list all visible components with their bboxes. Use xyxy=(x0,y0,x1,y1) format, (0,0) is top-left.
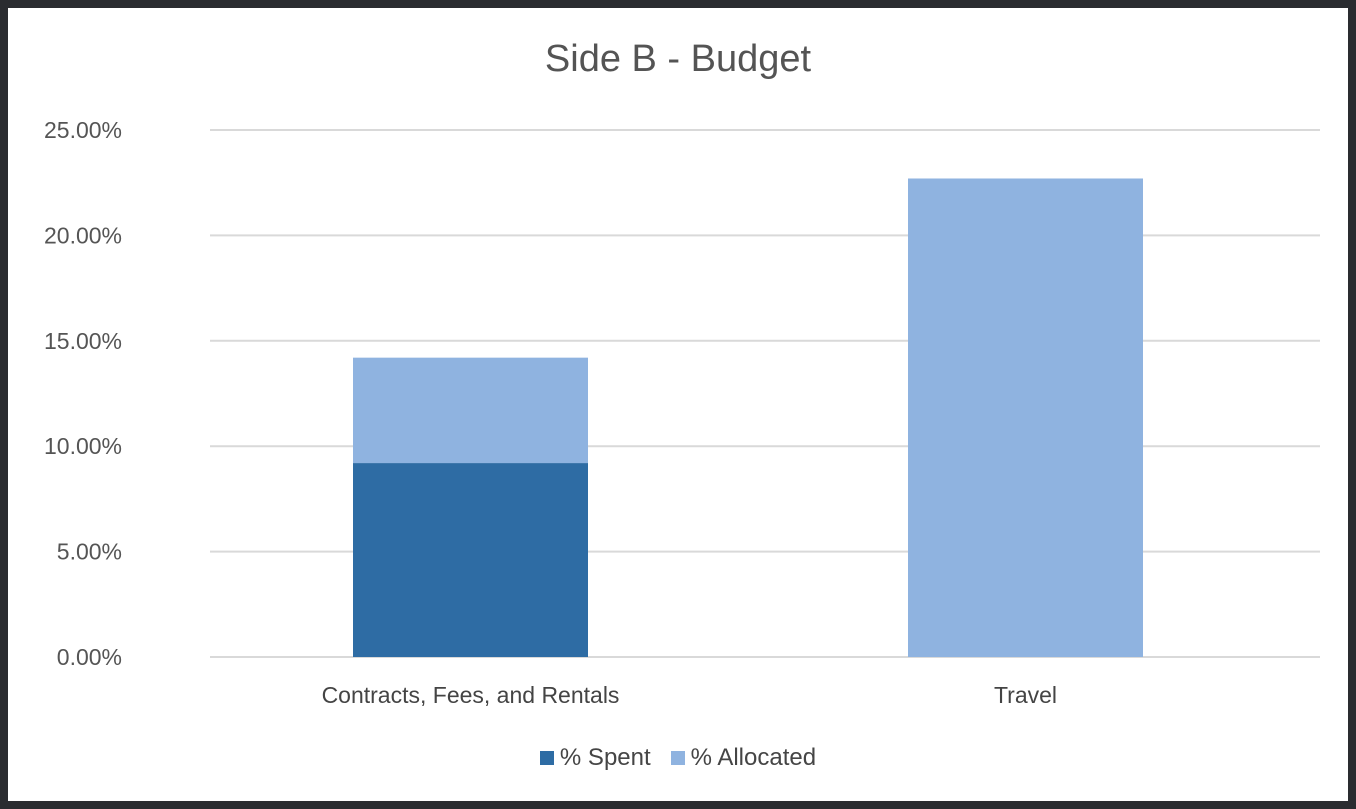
x-tick-label: Contracts, Fees, and Rentals xyxy=(322,682,620,708)
y-tick-label: 5.00% xyxy=(57,539,122,565)
chart-title: Side B - Budget xyxy=(544,38,812,80)
legend-label-allocated: % Allocated xyxy=(690,744,817,771)
legend-item-spent: % Spent xyxy=(539,744,651,772)
y-tick-label: 25.00% xyxy=(44,117,122,143)
legend-label-spent: % Spent xyxy=(559,744,651,771)
bar-allocated xyxy=(353,357,588,464)
y-tick-label: 10.00% xyxy=(44,433,122,459)
legend-swatch-spent xyxy=(539,751,554,765)
legend: % Spent % Allocated xyxy=(0,744,1356,772)
bar-spent xyxy=(353,463,588,657)
y-tick-label: 15.00% xyxy=(44,328,122,354)
y-tick-label: 0.00% xyxy=(57,644,122,670)
x-tick-label: Travel xyxy=(994,682,1057,708)
legend-item-allocated: % Allocated xyxy=(670,744,817,772)
bar-allocated xyxy=(908,178,1143,657)
y-tick-label: 20.00% xyxy=(44,222,122,248)
legend-swatch-allocated xyxy=(670,751,685,765)
